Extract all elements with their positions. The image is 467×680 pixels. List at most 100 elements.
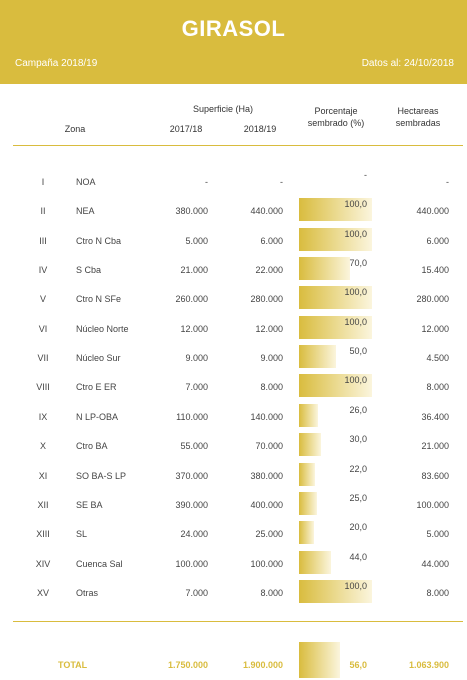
- pct-bar: [299, 491, 318, 515]
- pct-header-line1: Porcentaje: [314, 106, 358, 116]
- superficie-header: Superficie (Ha): [192, 104, 254, 114]
- hectareas-sembradas: 12.000: [421, 323, 449, 334]
- superficie-2017-18: 390.000: [175, 499, 208, 510]
- table-row: X Ctro BA 55.000 70.000 30,0 21.000: [0, 432, 467, 461]
- hectareas-sembradas: 36.400: [421, 411, 449, 422]
- superficie-2017-18: 24.000: [180, 529, 208, 540]
- pct-sembrado: 70,0: [349, 258, 367, 269]
- hectareas-sembradas: 83.600: [421, 470, 449, 481]
- superficie-2017-18: 380.000: [175, 206, 208, 217]
- superficie-2018-19: 440.000: [250, 206, 283, 217]
- pct-bar: [299, 315, 372, 339]
- pct-sembrado: 20,0: [349, 522, 367, 533]
- page-title: GIRASOL: [181, 16, 286, 41]
- table-row: IV S Cba 21.000 22.000 70,0 15.400: [0, 256, 467, 285]
- pct-sembrado: 25,0: [349, 492, 367, 503]
- superficie-2017-18: 21.000: [180, 265, 208, 276]
- zone-name: NEA: [76, 206, 95, 217]
- total-divider: [13, 621, 463, 622]
- superficie-2017-18: 100.000: [175, 558, 208, 569]
- superficie-2017-18: 260.000: [175, 294, 208, 305]
- table-row: III Ctro N Cba 5.000 6.000 100,0 6.000: [0, 227, 467, 256]
- total-label: TOTAL: [58, 660, 88, 670]
- pct-header-line2: sembrado (%): [307, 118, 365, 128]
- superficie-2018-19: 280.000: [250, 294, 283, 305]
- zone-number: VII: [37, 353, 49, 364]
- hectareas-sembradas: 5.000: [426, 529, 449, 540]
- zone-name: Cuenca Sal: [76, 558, 123, 569]
- title-banner: GIRASOL Campaña 2018/19 Datos al: 24/10/…: [0, 0, 467, 84]
- pct-sembrado: -: [364, 170, 367, 180]
- pct-bar: [299, 433, 321, 457]
- pct-bar: [299, 345, 336, 369]
- pct-sembrado: 30,0: [349, 434, 367, 445]
- superficie-2018-19: 100.000: [250, 558, 283, 569]
- zone-name: Núcleo Norte: [76, 323, 129, 334]
- zone-name: Ctro BA: [76, 441, 108, 452]
- table-row: XI SO BA-S LP 370.000 380.000 22,0 83.600: [0, 462, 467, 491]
- zone-number: VI: [38, 323, 48, 334]
- pct-sembrado: 50,0: [349, 346, 367, 357]
- superficie-2018-19: 9.000: [260, 353, 283, 364]
- superficie-2017-18: 9.000: [185, 353, 208, 364]
- hectareas-sembradas: 15.400: [421, 265, 449, 276]
- table-row: II NEA 380.000 440.000 100,0 440.000: [0, 197, 467, 226]
- zone-name: S Cba: [76, 265, 102, 276]
- pct-sembrado: 100,0: [344, 316, 367, 327]
- superficie-2018-19: 25.000: [255, 529, 283, 540]
- total-row: TOTAL 1.750.000 1.900.000 56,0 1.063.900: [0, 642, 467, 680]
- hectareas-sembradas: 4.500: [426, 353, 449, 364]
- superficie-2018-19: 8.000: [260, 382, 283, 393]
- total-pct: 56,0: [349, 660, 367, 670]
- zone-name: NOA: [76, 177, 96, 187]
- hectareas-sembradas: 44.000: [421, 558, 449, 569]
- zone-number: XIV: [35, 558, 51, 569]
- superficie-2018-19: 70.000: [255, 441, 283, 452]
- pct-sembrado: 100,0: [344, 580, 367, 591]
- hectareas-sembradas: 280.000: [416, 294, 449, 305]
- table-row: VI Núcleo Norte 12.000 12.000 100,0 12.000: [0, 315, 467, 344]
- superficie-2018-19: 22.000: [255, 265, 283, 276]
- zone-name: Ctro N Cba: [76, 235, 122, 246]
- pct-bar: [299, 374, 372, 398]
- pct-bar: [299, 462, 316, 486]
- ha-header-line2: sembradas: [395, 118, 441, 128]
- hectareas-sembradas: -: [446, 177, 449, 187]
- superficie-2018-19: 380.000: [250, 470, 283, 481]
- ha-header-line1: Hectareas: [397, 106, 439, 116]
- superficie-2018-19: 8.000: [260, 587, 283, 598]
- zone-number: XI: [38, 470, 48, 481]
- zone-number: III: [39, 235, 47, 246]
- zone-name: N LP-OBA: [76, 411, 119, 422]
- table-row: XIV Cuenca Sal 100.000 100.000 44,0 44.000: [0, 550, 467, 579]
- hectareas-sembradas: 8.000: [426, 587, 449, 598]
- campaign-label: Campaña 2018/19: [15, 58, 98, 69]
- superficie-2017-18: 110.000: [176, 411, 208, 422]
- hectareas-sembradas: 6.000: [426, 235, 449, 246]
- superficie-2018-19: 12.000: [255, 323, 283, 334]
- hectareas-sembradas: 8.000: [426, 382, 449, 393]
- total-s17: 1.750.000: [167, 660, 208, 670]
- pct-bar: [299, 550, 332, 574]
- total-s18: 1.900.000: [242, 660, 283, 670]
- table-row: I NOA - - - -: [0, 168, 467, 197]
- pct-sembrado: 100,0: [344, 199, 367, 210]
- zone-name: Ctro E ER: [76, 382, 117, 393]
- zone-name: Núcleo Sur: [76, 353, 121, 364]
- pct-bar: [299, 257, 351, 281]
- zone-name: Ctro N SFe: [76, 294, 122, 305]
- superficie-2017-18: 7.000: [185, 587, 208, 598]
- zone-name: SL: [76, 529, 88, 540]
- superficie-2017-18: 370.000: [175, 470, 208, 481]
- pct-bar: [299, 286, 372, 310]
- superficie-2017-18: 12.000: [180, 323, 208, 334]
- header-divider: [13, 145, 463, 146]
- pct-sembrado: 26,0: [349, 404, 367, 415]
- zone-number: XIII: [36, 529, 50, 540]
- table-row: XII SE BA 390.000 400.000 25,0 100.000: [0, 491, 467, 520]
- pct-sembrado: 22,0: [349, 463, 367, 474]
- zona-header: Zona: [64, 124, 86, 134]
- hectareas-sembradas: 100.000: [416, 499, 449, 510]
- year2-header: 2018/19: [243, 124, 277, 134]
- superficie-2017-18: 7.000: [185, 382, 208, 393]
